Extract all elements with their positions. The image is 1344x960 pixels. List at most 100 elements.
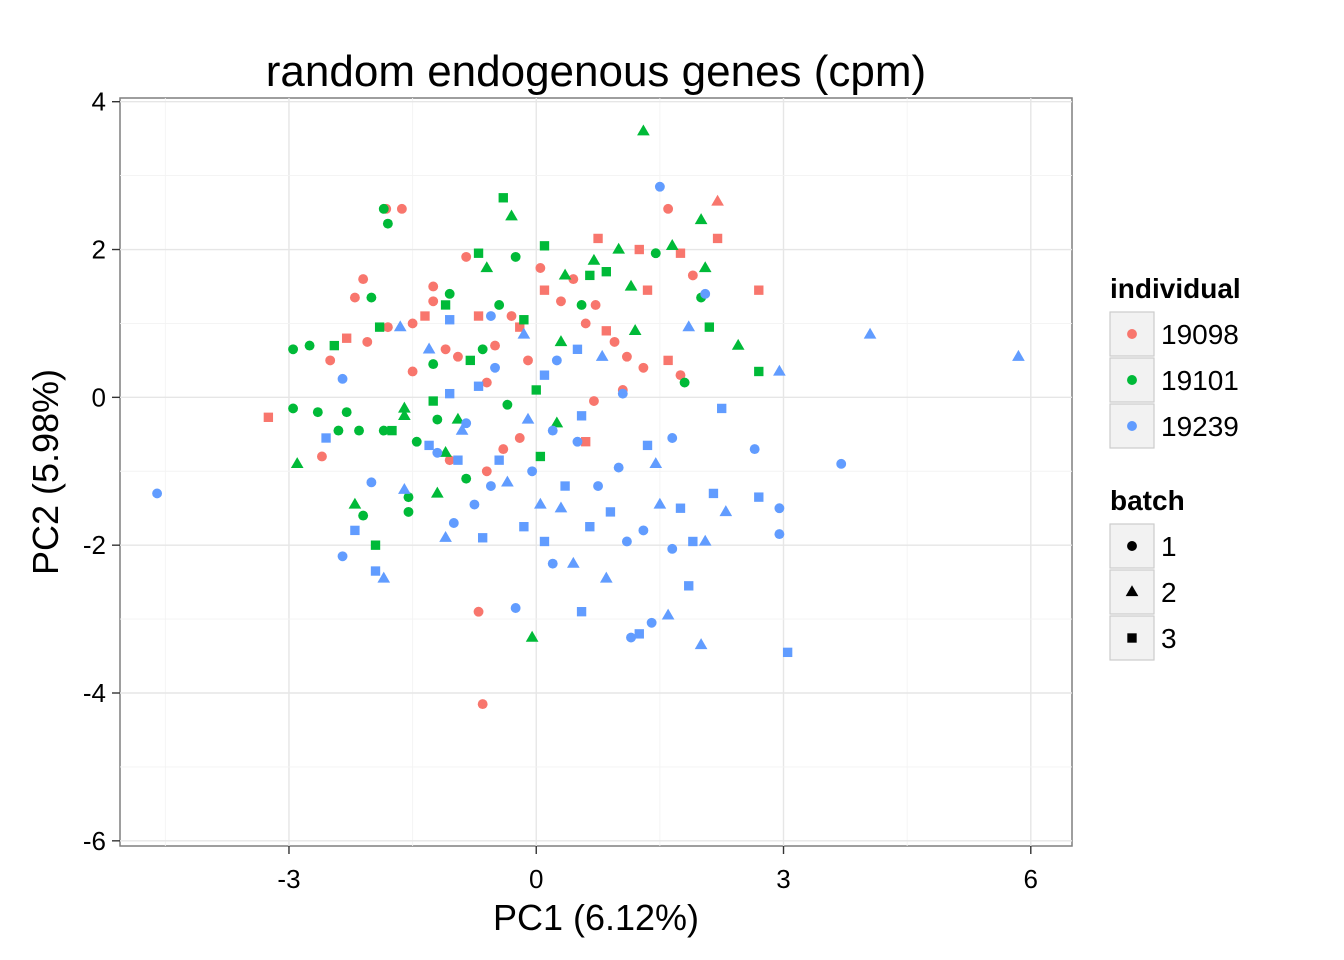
data-point-19239-batch-3 — [642, 440, 653, 451]
data-point-19098-batch-2 — [711, 194, 724, 206]
data-point-19239-batch-2 — [863, 327, 877, 339]
data-point-19101-batch-2 — [698, 261, 712, 273]
data-point-19239-batch-2 — [595, 349, 609, 361]
data-point-19101-batch-2 — [694, 213, 708, 225]
data-point-19098-batch-1 — [407, 366, 418, 377]
data-point-19101-batch-3 — [704, 322, 715, 332]
data-point-19101-batch-3 — [498, 193, 508, 203]
data-point-19098-batch-1 — [568, 274, 579, 285]
data-point-19239-batch-1 — [527, 466, 538, 477]
data-point-19098-batch-1 — [461, 251, 472, 262]
data-point-19098-batch-3 — [473, 311, 484, 321]
data-point-19239-batch-1 — [621, 536, 632, 547]
data-point-19098-batch-3 — [593, 233, 603, 244]
data-point-19101-batch-1 — [366, 292, 377, 303]
data-point-19098-batch-3 — [663, 355, 673, 366]
data-point-19239-batch-3 — [688, 536, 698, 547]
data-point-19239-batch-3 — [675, 503, 686, 513]
data-point-19098-batch-1 — [358, 274, 369, 285]
data-point-19239-batch-1 — [461, 418, 472, 429]
legend-title: batch — [1110, 485, 1185, 516]
data-point-19098-batch-3 — [420, 311, 430, 321]
data-point-19098-batch-1 — [382, 322, 393, 333]
data-point-19101-batch-1 — [432, 414, 443, 425]
data-point-19239-batch-1 — [593, 481, 604, 491]
data-point-19101-batch-1 — [378, 203, 389, 214]
data-point-19239-batch-2 — [719, 505, 733, 517]
legend-label: 19101 — [1161, 365, 1239, 396]
data-point-19101-batch-1 — [382, 218, 393, 229]
data-point-19098-batch-1 — [621, 351, 632, 362]
legend-label: 3 — [1161, 623, 1177, 654]
data-point-19101-batch-2 — [554, 335, 568, 347]
data-point-19101-batch-2 — [398, 401, 411, 413]
data-point-19101-batch-3 — [440, 300, 451, 310]
data-point-19101-batch-1 — [444, 288, 455, 299]
data-point-19101-batch-2 — [451, 412, 465, 424]
data-point-19239-batch-3 — [370, 566, 381, 576]
data-point-19239-batch-1 — [510, 603, 521, 613]
data-point-19239-batch-1 — [626, 632, 636, 643]
legend-label: 19098 — [1161, 319, 1239, 350]
data-point-19098-batch-1 — [481, 377, 492, 388]
legend-shape-2 — [1125, 585, 1139, 597]
data-point-19239-batch-1 — [646, 617, 657, 628]
legend: individual 19098 19101 19239 batch 1 2 3 — [1109, 273, 1241, 661]
data-point-19101-batch-1 — [679, 377, 690, 388]
data-point-19239-batch-3 — [708, 488, 719, 499]
data-point-19239-batch-2 — [554, 501, 568, 513]
data-point-19098-batch-3 — [754, 285, 764, 295]
legend-swatch-19239 — [1127, 421, 1137, 431]
data-point-19101-batch-3 — [374, 322, 385, 332]
data-point-19098-batch-1 — [535, 263, 546, 273]
data-point-19239-batch-3 — [605, 507, 616, 517]
data-point-19239-batch-1 — [613, 462, 624, 473]
data-point-19101-batch-1 — [403, 492, 414, 503]
data-point-19239-batch-3 — [539, 536, 550, 547]
data-point-19239-batch-1 — [490, 362, 500, 373]
x-tick-label: 0 — [529, 864, 543, 894]
data-point-19101-batch-1 — [341, 407, 352, 418]
legend-shape-3 — [1127, 633, 1137, 643]
data-points — [152, 124, 1025, 710]
y-axis-title: PC2 (5.98%) — [25, 369, 66, 575]
data-point-19101-batch-2 — [398, 409, 411, 420]
data-point-19101-batch-1 — [333, 425, 344, 436]
data-point-19239-batch-2 — [698, 534, 712, 546]
data-point-19098-batch-1 — [556, 296, 566, 307]
data-point-19239-batch-2 — [694, 638, 708, 650]
data-point-19239-batch-1 — [836, 458, 847, 469]
data-point-19098-batch-3 — [634, 244, 644, 255]
data-point-19239-batch-3 — [560, 481, 570, 491]
axes: -3 0 3 6 -6 -4 -2 0 2 4 — [83, 87, 1038, 894]
data-point-19239-batch-3 — [424, 440, 434, 451]
data-point-19239-batch-3 — [519, 522, 529, 532]
data-point-19098-batch-1 — [638, 362, 649, 373]
data-point-19098-batch-3 — [712, 233, 723, 244]
x-tick-label: -3 — [277, 864, 300, 894]
y-tick-label: -6 — [83, 826, 106, 856]
data-point-19239-batch-2 — [653, 497, 667, 509]
data-point-19101-batch-2 — [731, 338, 745, 350]
data-point-19239-batch-3 — [539, 370, 550, 380]
data-point-19098-batch-1 — [523, 355, 533, 366]
data-point-19101-batch-3 — [329, 340, 339, 351]
data-point-19239-batch-2 — [377, 571, 391, 583]
data-point-19239-batch-2 — [398, 482, 411, 494]
data-point-19101-batch-1 — [403, 506, 414, 517]
data-point-19101-batch-1 — [378, 425, 389, 436]
data-point-19239-batch-1 — [366, 477, 377, 488]
data-point-19098-batch-3 — [539, 285, 550, 295]
data-point-19239-batch-2 — [393, 320, 407, 332]
data-point-19101-batch-2 — [505, 209, 518, 221]
data-point-19101-batch-1 — [461, 473, 472, 484]
data-point-19101-batch-2 — [480, 261, 494, 273]
data-point-19239-batch-3 — [576, 411, 587, 421]
data-point-19101-batch-2 — [624, 279, 638, 291]
data-point-19239-batch-1 — [617, 388, 628, 399]
data-point-19239-batch-3 — [445, 315, 455, 325]
data-point-19239-batch-1 — [774, 503, 785, 514]
data-point-19239-batch-2 — [649, 457, 663, 469]
data-point-19239-batch-1 — [337, 551, 348, 562]
